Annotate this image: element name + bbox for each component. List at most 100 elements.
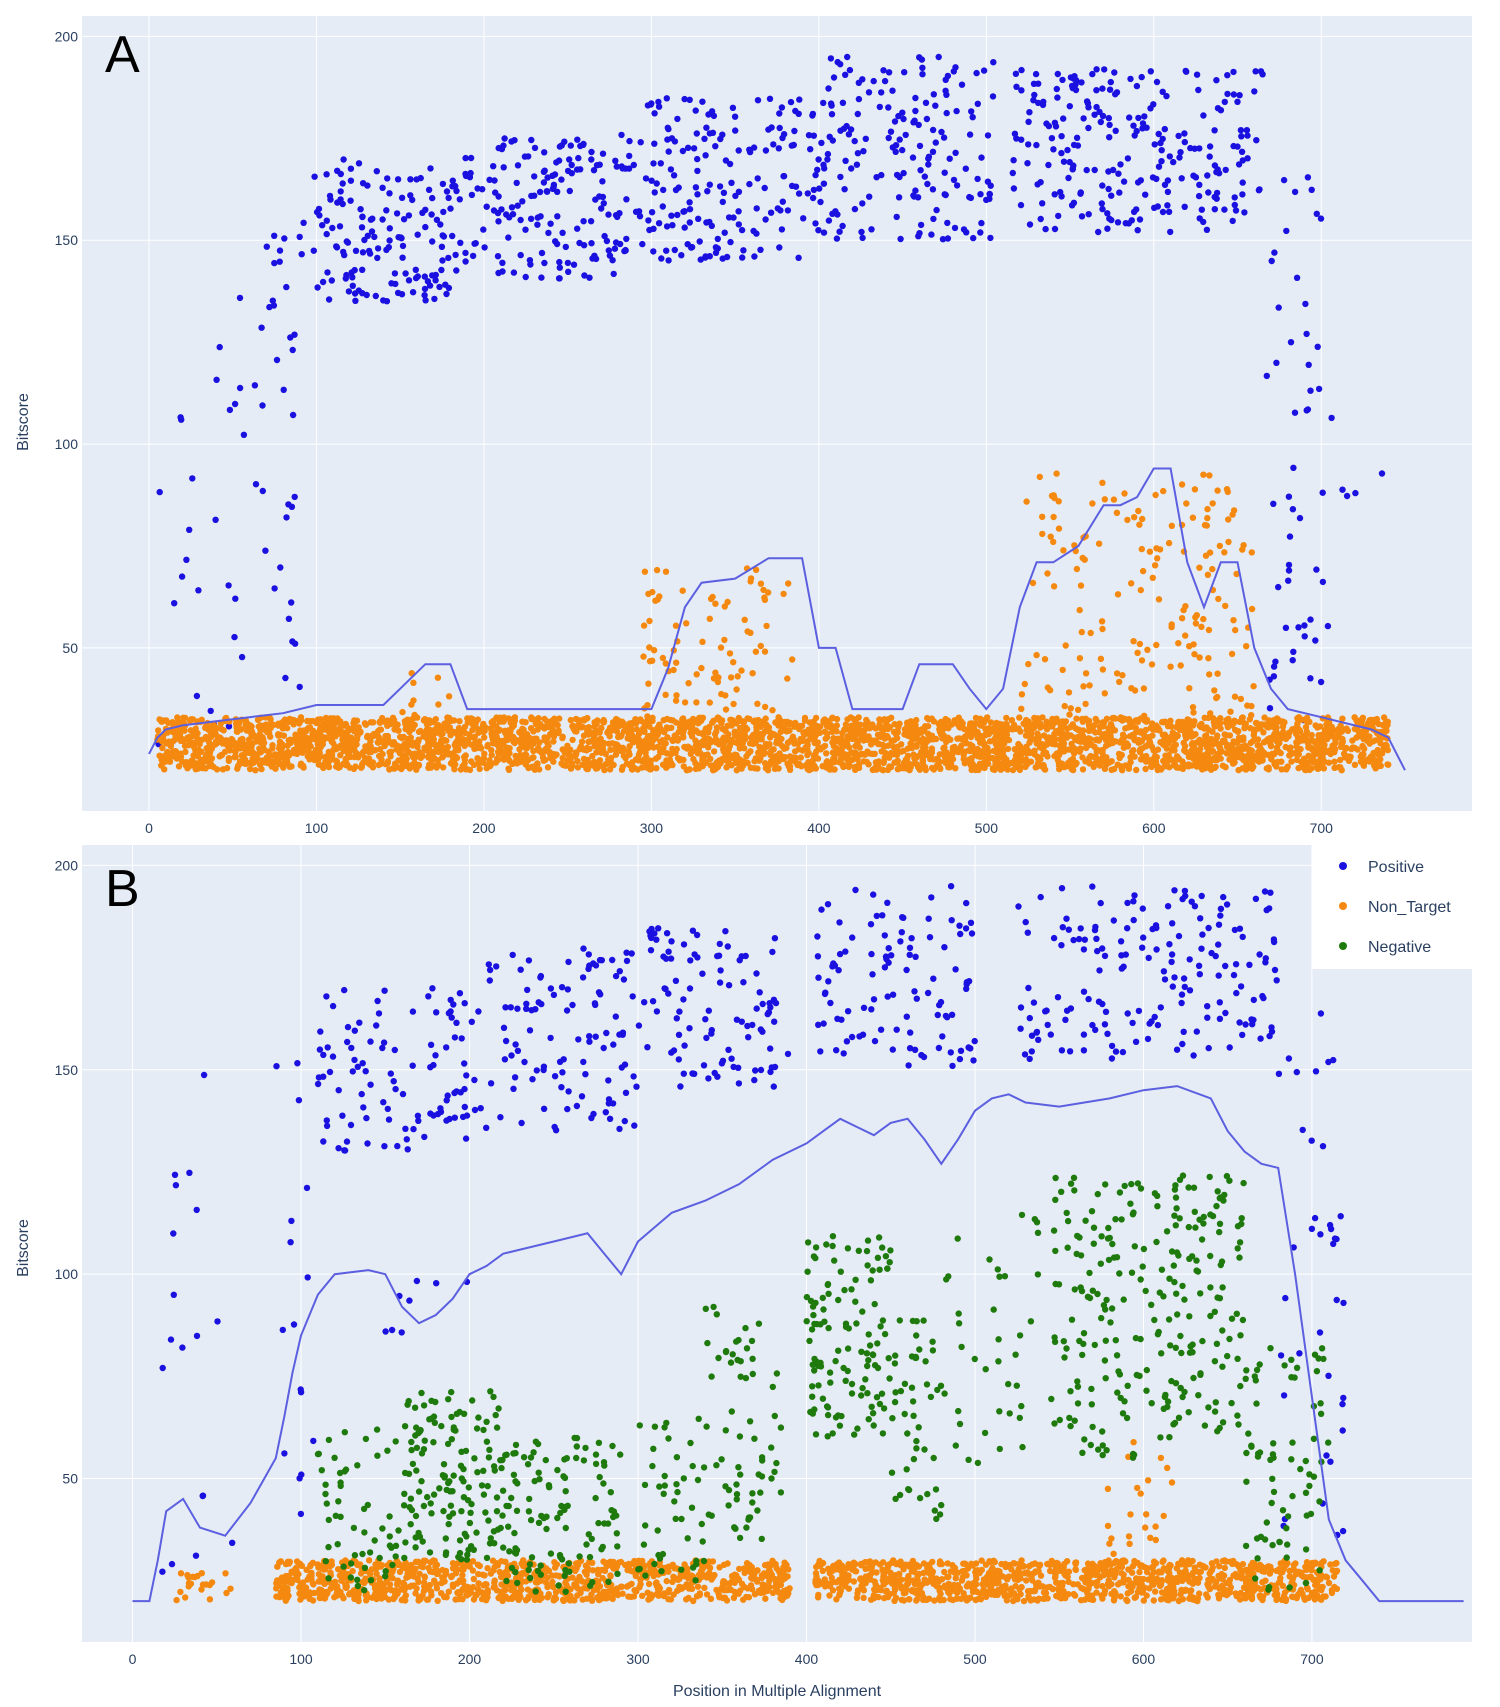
data-point <box>1238 133 1245 140</box>
data-point <box>1141 113 1148 120</box>
data-point <box>541 167 548 174</box>
data-point <box>260 735 267 743</box>
panel-a-xtick-label: 600 <box>1142 820 1166 836</box>
data-point <box>287 736 294 743</box>
data-point <box>296 233 303 241</box>
data-point <box>555 727 562 734</box>
data-point <box>728 722 735 729</box>
data-point <box>380 1099 387 1106</box>
data-point <box>1057 723 1065 730</box>
data-point <box>506 750 513 757</box>
data-point <box>900 169 907 177</box>
data-point <box>812 220 819 227</box>
data-point <box>447 205 454 212</box>
data-point <box>1214 670 1221 677</box>
data-point <box>1343 725 1350 732</box>
data-point <box>1214 732 1221 739</box>
data-point <box>953 107 960 115</box>
data-point <box>1008 717 1016 724</box>
data-point <box>702 152 709 159</box>
data-point <box>288 599 295 606</box>
data-point <box>379 184 386 191</box>
data-point <box>1376 735 1383 743</box>
data-point <box>762 216 769 223</box>
data-point <box>500 718 507 725</box>
data-point <box>550 738 557 745</box>
data-point <box>1087 629 1094 637</box>
data-point <box>391 1046 398 1054</box>
data-point <box>1146 548 1154 555</box>
data-point <box>505 765 512 772</box>
data-point <box>789 656 796 663</box>
data-point <box>545 229 552 237</box>
data-point <box>787 757 795 765</box>
data-point <box>807 146 814 153</box>
data-point <box>923 115 931 123</box>
data-point <box>719 255 726 262</box>
data-point <box>703 124 710 131</box>
data-point <box>1106 134 1113 141</box>
data-point <box>386 766 393 773</box>
data-point <box>1264 736 1272 743</box>
data-point <box>381 987 388 994</box>
data-point <box>279 1326 286 1334</box>
data-point <box>410 679 417 686</box>
data-point <box>918 748 925 756</box>
data-point <box>1035 99 1042 107</box>
data-point <box>363 291 370 299</box>
data-point <box>1238 754 1245 762</box>
data-point <box>649 588 656 596</box>
data-point <box>1066 103 1074 110</box>
data-point <box>402 270 409 277</box>
data-point <box>1149 574 1157 581</box>
data-point <box>663 764 670 771</box>
data-point <box>1133 82 1141 90</box>
data-point <box>277 564 284 571</box>
data-point <box>419 209 426 216</box>
data-point <box>970 234 977 242</box>
data-point <box>351 290 359 297</box>
data-point <box>427 165 434 172</box>
data-point <box>451 1114 458 1121</box>
data-point <box>651 189 658 196</box>
data-point <box>549 185 556 193</box>
data-point <box>979 763 987 770</box>
data-point <box>1209 728 1216 735</box>
data-point <box>912 107 919 115</box>
data-point <box>1084 100 1092 107</box>
data-point <box>1047 533 1054 540</box>
data-point <box>189 757 196 765</box>
data-point <box>842 157 849 164</box>
data-point <box>1229 511 1236 518</box>
data-point <box>987 234 994 242</box>
data-point <box>587 218 595 225</box>
data-point <box>885 104 892 111</box>
data-point <box>825 217 833 224</box>
data-point <box>1280 176 1288 184</box>
data-point <box>895 723 902 731</box>
data-point <box>1138 73 1145 81</box>
data-point <box>566 763 574 771</box>
data-point <box>1320 758 1328 765</box>
data-point <box>701 728 708 735</box>
data-point <box>596 757 604 764</box>
data-point <box>580 732 588 739</box>
data-point <box>1168 522 1176 529</box>
data-point <box>939 236 947 243</box>
data-point <box>1286 752 1293 759</box>
data-point <box>210 721 217 729</box>
data-point <box>1140 685 1148 692</box>
data-point <box>1221 731 1228 738</box>
data-point <box>828 111 836 118</box>
data-point <box>1054 70 1062 78</box>
data-point <box>605 247 612 254</box>
data-point <box>597 735 604 742</box>
data-point <box>404 747 411 754</box>
data-point <box>1058 149 1065 157</box>
data-point <box>328 277 335 284</box>
data-point <box>252 767 259 774</box>
data-point <box>632 716 639 723</box>
data-point <box>517 751 524 759</box>
data-point <box>917 737 924 744</box>
data-point <box>1114 219 1122 226</box>
